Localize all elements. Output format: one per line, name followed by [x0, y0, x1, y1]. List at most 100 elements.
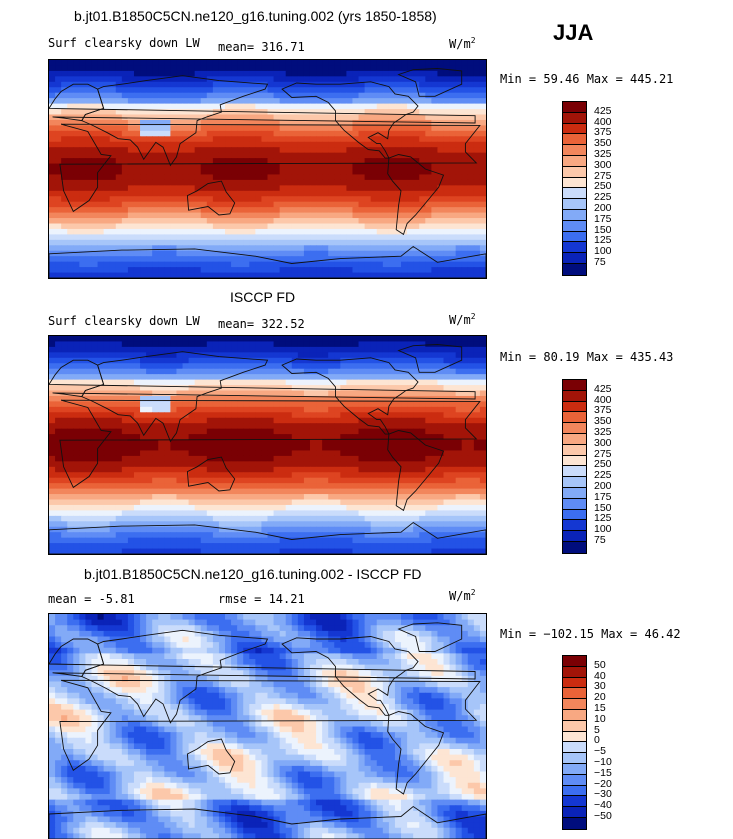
- map-cell: [85, 483, 92, 489]
- map-cell: [225, 224, 232, 230]
- map-cell: [480, 440, 486, 446]
- map-cell: [183, 218, 190, 224]
- map-cell: [431, 196, 438, 202]
- map-cell: [183, 164, 190, 170]
- map-cell: [389, 213, 396, 219]
- map-cell: [456, 196, 463, 202]
- map-cell: [225, 180, 232, 186]
- map-cell: [340, 115, 347, 121]
- map-cell: [359, 169, 366, 175]
- map-cell: [280, 131, 287, 137]
- map-cell: [444, 174, 451, 180]
- map-cell: [450, 125, 457, 131]
- map-cell: [413, 131, 420, 137]
- map-cell: [164, 363, 171, 369]
- map-cell: [268, 429, 275, 435]
- map-cell: [304, 240, 311, 246]
- map-cell: [480, 262, 486, 268]
- map-cell: [237, 60, 244, 66]
- map-cell: [110, 125, 117, 131]
- map-cell: [201, 169, 208, 175]
- map-cell: [219, 467, 226, 473]
- map-cell: [152, 434, 159, 440]
- map-cell: [322, 472, 329, 478]
- map-cell: [359, 136, 366, 142]
- map-cell: [255, 472, 262, 478]
- map-cell: [359, 65, 366, 71]
- map-cell: [219, 489, 226, 495]
- map-cell: [407, 224, 414, 230]
- map-cell: [304, 196, 311, 202]
- map-cell: [49, 202, 56, 208]
- map-cell: [79, 336, 86, 342]
- map-cell: [140, 229, 147, 235]
- map-cell: [474, 185, 481, 191]
- map-cell: [286, 131, 293, 137]
- map-cell: [280, 374, 287, 380]
- map-cell: [377, 429, 384, 435]
- map-cell: [61, 445, 68, 451]
- map-cell: [365, 224, 372, 230]
- map-cell: [261, 136, 268, 142]
- map-cell: [219, 478, 226, 484]
- map-cell: [401, 358, 408, 364]
- map-cell: [274, 234, 281, 240]
- map-cell: [340, 347, 347, 353]
- map-cell: [255, 224, 262, 230]
- map-cell: [480, 245, 486, 251]
- map-cell: [158, 218, 165, 224]
- map-cell: [352, 174, 359, 180]
- map-cell: [219, 445, 226, 451]
- map-cell: [231, 407, 238, 413]
- map-cell: [298, 164, 305, 170]
- map-cell: [474, 153, 481, 159]
- map-cell: [225, 65, 232, 71]
- map-cell: [444, 374, 451, 380]
- map-cell: [425, 347, 432, 353]
- map-cell: [73, 131, 80, 137]
- map-cell: [389, 131, 396, 137]
- map-cell: [110, 71, 117, 77]
- map-cell: [104, 169, 111, 175]
- map-cell: [407, 423, 414, 429]
- map-cell: [268, 136, 275, 142]
- map-cell: [401, 445, 408, 451]
- map-cell: [183, 213, 190, 219]
- map-cell: [474, 71, 481, 77]
- map-cell: [340, 385, 347, 391]
- map-cell: [79, 180, 86, 186]
- map-cell: [79, 98, 86, 104]
- map-cell: [110, 191, 117, 197]
- map-cell: [340, 401, 347, 407]
- map-cell: [334, 218, 341, 224]
- map-cell: [365, 207, 372, 213]
- map-cell: [365, 125, 372, 131]
- map-cell: [286, 60, 293, 66]
- map-cell: [346, 429, 353, 435]
- map-cell: [140, 363, 147, 369]
- map-cell: [322, 467, 329, 473]
- map-cell: [437, 429, 444, 435]
- map-cell: [140, 147, 147, 153]
- map-cell: [456, 218, 463, 224]
- map-cell: [346, 234, 353, 240]
- map-cell: [219, 218, 226, 224]
- map-cell: [377, 218, 384, 224]
- map-cell: [389, 467, 396, 473]
- map-cell: [176, 440, 183, 446]
- map-cell: [401, 196, 408, 202]
- map-cell: [261, 191, 268, 197]
- map-cell: [176, 450, 183, 456]
- map-cell: [170, 60, 177, 66]
- map-cell: [365, 445, 372, 451]
- map-cell: [407, 358, 414, 364]
- map-cell: [104, 363, 111, 369]
- map-cell: [352, 125, 359, 131]
- map-cell: [170, 483, 177, 489]
- map-cell: [292, 125, 299, 131]
- map-cell: [140, 456, 147, 462]
- map-cell: [128, 429, 135, 435]
- map-cell: [359, 472, 366, 478]
- map-cell: [437, 251, 444, 257]
- map-cell: [352, 136, 359, 142]
